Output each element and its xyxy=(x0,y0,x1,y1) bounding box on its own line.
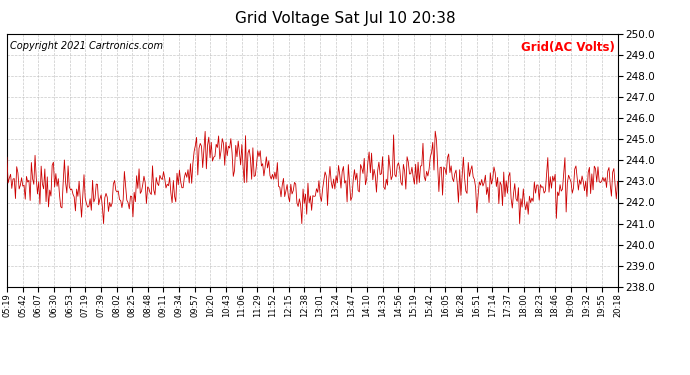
Text: Grid(AC Volts): Grid(AC Volts) xyxy=(521,41,615,54)
Text: Copyright 2021 Cartronics.com: Copyright 2021 Cartronics.com xyxy=(10,41,163,51)
Text: Grid Voltage Sat Jul 10 20:38: Grid Voltage Sat Jul 10 20:38 xyxy=(235,11,455,26)
